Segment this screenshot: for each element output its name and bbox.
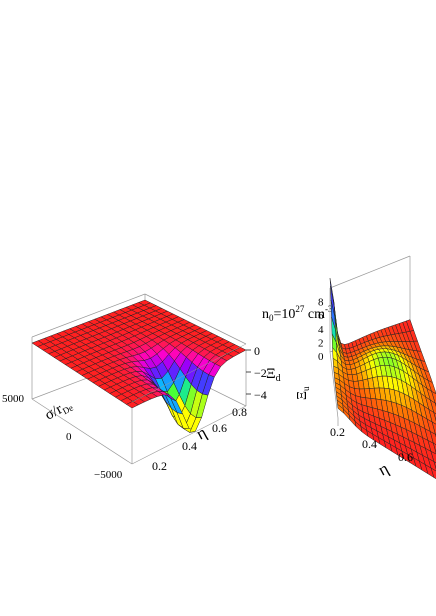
right-axis-ticks: 86 42 0 0.2 0.4 0.6 [318, 297, 413, 464]
right-z-tick-label: 2 [318, 337, 324, 349]
right-z-tick-label: 8 [318, 297, 324, 309]
right-surface-patch [428, 408, 436, 425]
right-y-tick-label: 0.2 [330, 425, 345, 439]
right-z-tick-label: 4 [318, 324, 324, 336]
right-z-tick-label: 0 [318, 351, 324, 363]
right-surface-patch [431, 390, 436, 404]
left-surface [31, 299, 247, 433]
left-z-tick-label: −4 [254, 388, 267, 402]
right-surface-patch [429, 431, 436, 445]
left-x-tick-label: 0 [66, 431, 72, 443]
right-surface-patch [427, 439, 436, 455]
right-y-axis-label: η [375, 459, 392, 480]
left-y-tick-label: 0.6 [212, 421, 227, 435]
right-y-tick-label: 0.4 [362, 437, 377, 451]
right-bounding-box-front [329, 351, 339, 426]
left-x-tick-label: −5000 [94, 469, 123, 481]
right-surface-patch [429, 399, 436, 415]
left-bounding-box-front [31, 343, 247, 465]
left-x-tick-label: 5000 [2, 393, 25, 405]
right-surface-patch [433, 411, 436, 422]
right-y-tick-label: 0.6 [398, 450, 413, 464]
left-y-tick-label: 0.8 [232, 405, 247, 419]
right-z-axis-label: Ξu [295, 386, 311, 400]
right-z-tick-label: 6 [318, 310, 324, 322]
right-surface-patch [427, 457, 436, 472]
density-annotation: n0=1027 cm-3 [262, 304, 333, 323]
right-surface-patch [430, 450, 436, 464]
right-surface [329, 278, 436, 480]
right-surface-patch [427, 379, 436, 395]
left-axis-ticks: 0 −2 −4 5000 0 −5000 0.2 0.4 0.6 0.8 [2, 344, 267, 481]
right-surface-patch [432, 442, 436, 454]
right-surface-patch [430, 467, 436, 480]
left-x-axis-label: σ/rDe [42, 396, 74, 424]
left-z-tick-label: 0 [254, 344, 260, 358]
left-y-tick-label: 0.4 [182, 439, 197, 453]
left-z-axis-label: Ξd [266, 366, 281, 384]
right-plot: 86 42 0 0.2 0.4 0.6 Ξu η [295, 255, 436, 480]
left-z-tick-label: −2 [254, 366, 267, 380]
left-y-tick-label: 0.2 [152, 459, 167, 473]
